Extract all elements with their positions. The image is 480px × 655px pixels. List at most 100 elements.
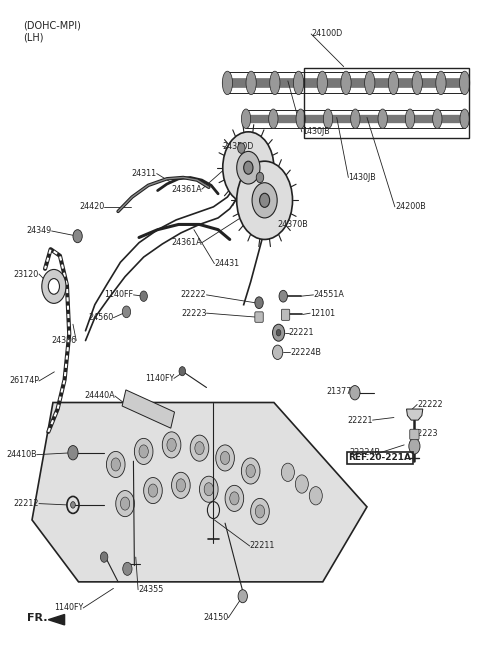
Text: 24431: 24431: [215, 259, 240, 268]
Text: 23120: 23120: [14, 269, 39, 278]
Text: 24410B: 24410B: [6, 450, 36, 459]
FancyBboxPatch shape: [281, 309, 290, 320]
Ellipse shape: [293, 71, 304, 95]
Text: 24361A: 24361A: [171, 185, 202, 194]
FancyBboxPatch shape: [255, 312, 263, 322]
Circle shape: [134, 438, 153, 464]
Circle shape: [238, 590, 247, 603]
Circle shape: [68, 445, 78, 460]
Circle shape: [220, 451, 230, 464]
Circle shape: [260, 193, 270, 208]
Ellipse shape: [269, 109, 278, 128]
Circle shape: [273, 324, 285, 341]
Circle shape: [244, 161, 253, 174]
Ellipse shape: [378, 109, 387, 128]
Circle shape: [279, 290, 288, 302]
Text: 24560: 24560: [88, 313, 113, 322]
Text: 24551A: 24551A: [313, 290, 344, 299]
Text: 24150: 24150: [203, 613, 228, 622]
Circle shape: [71, 502, 75, 508]
Ellipse shape: [246, 71, 256, 95]
Circle shape: [251, 498, 269, 525]
Circle shape: [230, 492, 239, 505]
Text: 24311: 24311: [132, 169, 156, 178]
Text: 21377: 21377: [327, 387, 352, 396]
Ellipse shape: [460, 109, 469, 128]
Text: 1140FF: 1140FF: [105, 290, 133, 299]
Circle shape: [190, 435, 209, 461]
Text: 26174P: 26174P: [9, 377, 39, 386]
Circle shape: [246, 464, 255, 477]
Text: 24200B: 24200B: [395, 202, 426, 212]
Polygon shape: [122, 390, 175, 428]
Ellipse shape: [324, 109, 333, 128]
Circle shape: [195, 441, 204, 455]
Ellipse shape: [296, 109, 305, 128]
Text: REF.20-221A: REF.20-221A: [348, 453, 411, 462]
Circle shape: [162, 432, 181, 458]
Circle shape: [237, 151, 260, 184]
Ellipse shape: [365, 71, 375, 95]
Text: FR.: FR.: [27, 612, 48, 623]
Text: 22222: 22222: [181, 290, 206, 299]
Circle shape: [200, 476, 218, 502]
Circle shape: [295, 475, 308, 493]
Circle shape: [111, 458, 120, 471]
Text: 22222: 22222: [417, 400, 443, 409]
Ellipse shape: [241, 109, 251, 128]
Text: 24349: 24349: [26, 227, 51, 235]
Text: 24350D: 24350D: [223, 141, 254, 151]
Circle shape: [73, 230, 82, 243]
Circle shape: [281, 463, 294, 481]
Text: 24336: 24336: [51, 336, 76, 345]
Polygon shape: [407, 409, 423, 420]
Ellipse shape: [432, 109, 442, 128]
Ellipse shape: [412, 71, 422, 95]
Ellipse shape: [388, 71, 398, 95]
Ellipse shape: [459, 71, 470, 95]
Text: 1140FY: 1140FY: [54, 603, 83, 612]
Circle shape: [167, 438, 176, 451]
Ellipse shape: [270, 71, 280, 95]
Text: (DOHC-MPI)
(LH): (DOHC-MPI) (LH): [23, 21, 81, 43]
FancyBboxPatch shape: [410, 429, 419, 440]
Circle shape: [171, 472, 190, 498]
Text: 12101: 12101: [310, 309, 336, 318]
Circle shape: [255, 297, 263, 309]
Text: 24420: 24420: [79, 202, 104, 212]
Ellipse shape: [222, 71, 232, 95]
Circle shape: [100, 552, 108, 562]
Text: 24100D: 24100D: [311, 29, 342, 39]
Ellipse shape: [436, 71, 446, 95]
Circle shape: [276, 329, 281, 336]
Text: 24440A: 24440A: [84, 392, 115, 400]
Circle shape: [204, 483, 214, 496]
Ellipse shape: [341, 71, 351, 95]
Circle shape: [252, 183, 277, 218]
Circle shape: [409, 438, 420, 454]
Text: 24370B: 24370B: [277, 220, 308, 229]
Circle shape: [350, 386, 360, 400]
Circle shape: [122, 306, 131, 318]
Circle shape: [273, 345, 283, 360]
Circle shape: [139, 445, 148, 458]
Text: 22223: 22223: [412, 428, 438, 438]
Ellipse shape: [351, 109, 360, 128]
Ellipse shape: [317, 71, 327, 95]
Circle shape: [107, 451, 125, 477]
Circle shape: [225, 485, 244, 512]
Circle shape: [241, 458, 260, 484]
Bar: [304, 68, 469, 138]
Circle shape: [223, 132, 274, 204]
Circle shape: [116, 491, 134, 517]
Circle shape: [216, 445, 234, 471]
Circle shape: [123, 562, 132, 575]
Circle shape: [140, 291, 147, 301]
Circle shape: [237, 161, 292, 240]
Text: 24355: 24355: [138, 585, 164, 594]
Text: 24361A: 24361A: [171, 238, 202, 247]
Text: 22212: 22212: [13, 499, 39, 508]
Text: 1140FY: 1140FY: [144, 374, 174, 383]
Polygon shape: [32, 403, 367, 582]
Circle shape: [256, 172, 264, 183]
